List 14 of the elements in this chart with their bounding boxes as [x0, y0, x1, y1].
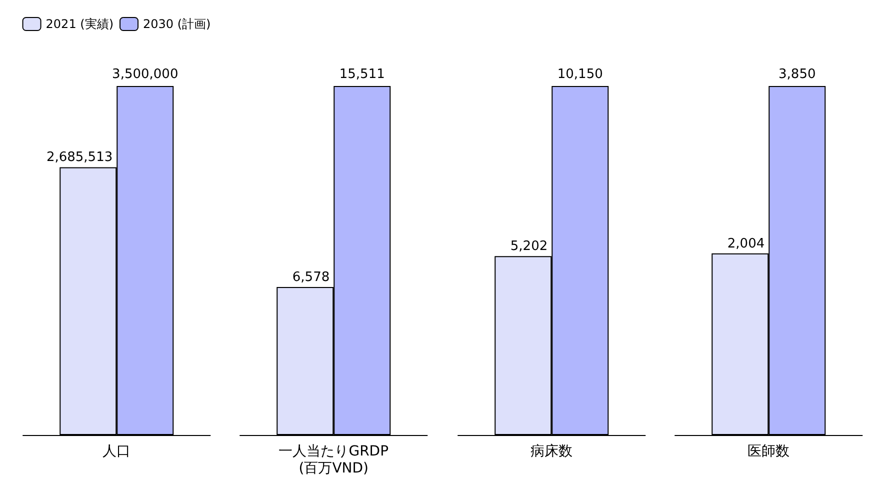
- x-tick-label: 病床数: [530, 444, 572, 460]
- data-label: 2,004: [727, 236, 764, 252]
- data-label: 3,850: [778, 67, 816, 82]
- data-label: 2,685,513: [46, 150, 113, 166]
- x-tick-label: 一人当たりGRDP (百万VND): [278, 444, 389, 476]
- data-label: 5,202: [510, 239, 548, 254]
- data-label: 6,578: [292, 270, 330, 285]
- legend-label: 2030 (計画): [143, 17, 211, 31]
- data-label: 3,500,000: [112, 67, 178, 82]
- x-tick-label: 医師数: [747, 444, 790, 460]
- x-tick-label: 人口: [102, 444, 131, 460]
- data-label: 15,511: [340, 67, 386, 82]
- data-label: 10,150: [556, 67, 602, 82]
- legend-label: 2021 (実績): [46, 17, 114, 31]
